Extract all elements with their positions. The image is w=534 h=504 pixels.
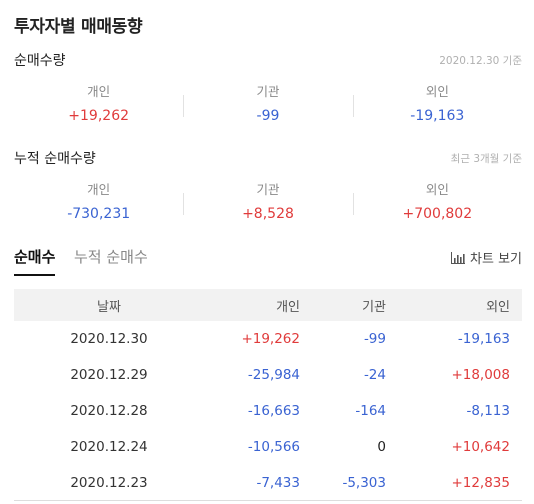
summary-label: 기관 bbox=[256, 182, 280, 197]
table-header: 날짜 개인 기관 외인 bbox=[14, 289, 522, 321]
row-date: 2020.12.24 bbox=[70, 439, 148, 455]
row-institution: -99 bbox=[363, 331, 386, 347]
net-volume-foreign: 외인 -19,163 bbox=[352, 84, 522, 128]
net-volume-date-note: 2020.12.30 기준 bbox=[439, 55, 522, 67]
summary-value: +700,802 bbox=[402, 206, 473, 222]
column-header-date: 날짜 bbox=[97, 299, 121, 315]
summary-label: 외인 bbox=[425, 182, 449, 197]
row-date: 2020.12.29 bbox=[70, 367, 148, 383]
row-foreign: +12,835 bbox=[451, 475, 510, 491]
net-volume-label: 순매수량 bbox=[14, 53, 66, 69]
table-body: 2020.12.30 +19,262 -99 -19,163 2020.12.29 -25… bbox=[14, 321, 522, 501]
summary-label: 개인 bbox=[87, 84, 111, 99]
summary-value: -19,163 bbox=[410, 108, 465, 124]
row-individual: -7,433 bbox=[256, 475, 300, 491]
table-row: 2020.12.24 -10,566 0 +10,642 bbox=[14, 429, 522, 465]
summary-label: 개인 bbox=[87, 182, 111, 197]
row-individual: -25,984 bbox=[247, 367, 300, 383]
row-individual: -10,566 bbox=[247, 439, 300, 455]
cumulative-institution: 기관 +8,528 bbox=[183, 182, 352, 226]
tab-bar: 순매수 누적 순매수 차트 보기 bbox=[14, 246, 522, 276]
row-individual: -16,663 bbox=[247, 403, 300, 419]
summary-label: 기관 bbox=[256, 84, 280, 99]
table-row: 2020.12.28 -16,663 -164 -8,113 bbox=[14, 393, 522, 429]
tab-cumulative-net-buy[interactable]: 누적 순매수 bbox=[74, 248, 148, 266]
cumulative-volume-label: 누적 순매수량 bbox=[14, 151, 96, 167]
row-foreign: +10,642 bbox=[451, 439, 510, 455]
row-institution: -24 bbox=[363, 367, 386, 383]
net-volume-header: 순매수량 2020.12.30 기준 bbox=[14, 50, 522, 70]
row-institution: -5,303 bbox=[342, 475, 386, 491]
row-foreign: -8,113 bbox=[466, 403, 510, 419]
row-foreign: -19,163 bbox=[457, 331, 510, 347]
net-volume-individual: 개인 +19,262 bbox=[14, 84, 183, 128]
view-chart-label: 차트 보기 bbox=[470, 252, 522, 267]
row-institution: -164 bbox=[355, 403, 386, 419]
row-date: 2020.12.23 bbox=[70, 475, 148, 491]
row-date: 2020.12.28 bbox=[70, 403, 148, 419]
column-header-individual: 개인 bbox=[276, 299, 300, 315]
table-row: 2020.12.29 -25,984 -24 +18,008 bbox=[14, 357, 522, 393]
bar-chart-icon bbox=[451, 251, 466, 264]
column-header-foreign: 외인 bbox=[486, 299, 510, 315]
table-bottom-divider bbox=[14, 500, 522, 501]
net-volume-summary: 개인 +19,262 기관 -99 외인 -19,163 bbox=[14, 84, 522, 128]
summary-value: +8,528 bbox=[242, 206, 294, 222]
cumulative-individual: 개인 -730,231 bbox=[14, 182, 183, 226]
net-volume-institution: 기관 -99 bbox=[183, 84, 352, 128]
summary-value: -730,231 bbox=[67, 206, 131, 222]
column-header-institution: 기관 bbox=[362, 299, 386, 315]
table-row: 2020.12.30 +19,262 -99 -19,163 bbox=[14, 321, 522, 357]
cumulative-foreign: 외인 +700,802 bbox=[352, 182, 522, 226]
table-row: 2020.12.23 -7,433 -5,303 +12,835 bbox=[14, 465, 522, 501]
cumulative-volume-period-note: 최근 3개월 기준 bbox=[450, 153, 522, 165]
cumulative-volume-header: 누적 순매수량 최근 3개월 기준 bbox=[14, 148, 522, 168]
row-date: 2020.12.30 bbox=[70, 331, 148, 347]
tab-net-buy[interactable]: 순매수 bbox=[14, 246, 56, 276]
summary-label: 외인 bbox=[425, 84, 449, 99]
view-chart-button[interactable]: 차트 보기 bbox=[451, 248, 522, 267]
summary-value: -99 bbox=[256, 108, 280, 124]
cumulative-volume-summary: 개인 -730,231 기관 +8,528 외인 +700,802 bbox=[14, 182, 522, 226]
investor-trading-table: 날짜 개인 기관 외인 2020.12.30 +19,262 -99 -19,163 2… bbox=[14, 289, 522, 501]
page-title: 투자자별 매매동향 bbox=[14, 17, 143, 37]
summary-value: +19,262 bbox=[68, 108, 130, 124]
row-foreign: +18,008 bbox=[451, 367, 510, 383]
row-individual: +19,262 bbox=[241, 331, 300, 347]
row-institution: 0 bbox=[377, 439, 386, 455]
